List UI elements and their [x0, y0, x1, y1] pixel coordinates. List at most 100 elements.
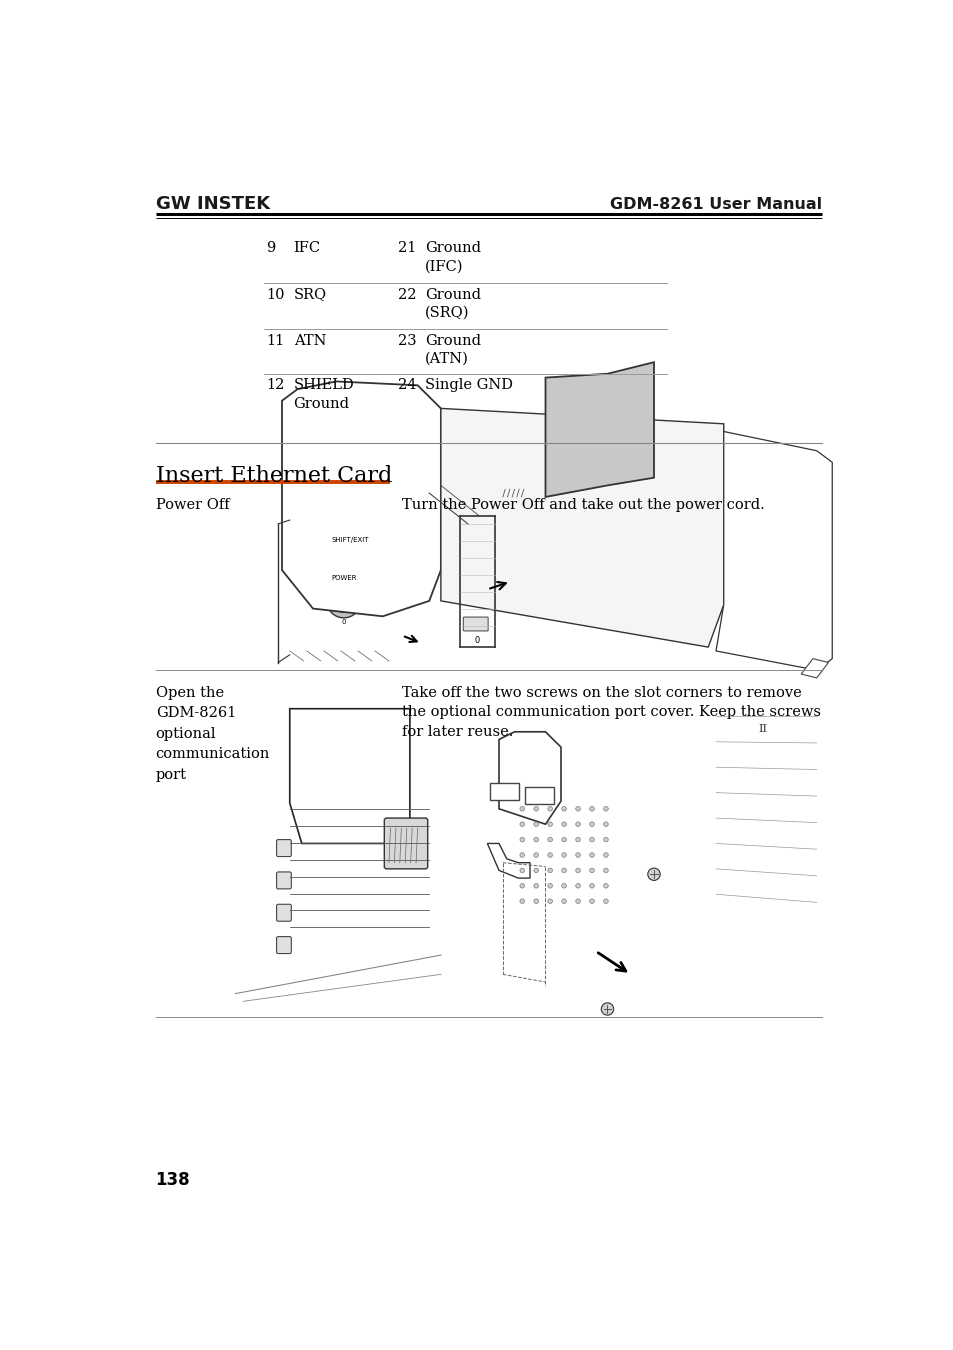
Circle shape	[547, 853, 552, 857]
Text: 9: 9	[266, 242, 275, 255]
Text: 22: 22	[397, 288, 416, 301]
Circle shape	[575, 883, 579, 888]
Circle shape	[603, 853, 608, 857]
Polygon shape	[716, 432, 831, 670]
Circle shape	[519, 806, 524, 811]
Text: Single GND: Single GND	[425, 378, 513, 393]
Text: IFC: IFC	[294, 242, 320, 255]
Polygon shape	[282, 382, 440, 617]
Text: 12: 12	[266, 378, 285, 393]
Polygon shape	[290, 709, 410, 844]
Text: Ground
(ATN): Ground (ATN)	[425, 333, 481, 366]
Circle shape	[561, 837, 566, 842]
Circle shape	[519, 868, 524, 872]
Circle shape	[561, 806, 566, 811]
Polygon shape	[801, 659, 827, 678]
Circle shape	[519, 837, 524, 842]
Circle shape	[547, 868, 552, 872]
Circle shape	[534, 868, 537, 872]
FancyBboxPatch shape	[384, 818, 427, 869]
Circle shape	[519, 883, 524, 888]
Text: 24: 24	[397, 378, 416, 393]
Text: POWER: POWER	[331, 575, 356, 582]
FancyBboxPatch shape	[276, 937, 291, 953]
Circle shape	[603, 837, 608, 842]
Circle shape	[561, 899, 566, 903]
Text: ATN: ATN	[294, 333, 326, 348]
Text: Ground
(IFC): Ground (IFC)	[425, 242, 481, 274]
Text: SHIFT/EXIT: SHIFT/EXIT	[331, 537, 368, 543]
Text: Open the
GDM-8261
optional
communication
port: Open the GDM-8261 optional communication…	[155, 686, 270, 782]
Circle shape	[575, 837, 579, 842]
Circle shape	[534, 837, 537, 842]
Circle shape	[603, 868, 608, 872]
Circle shape	[589, 822, 594, 826]
Text: 0: 0	[341, 618, 346, 625]
Circle shape	[534, 899, 537, 903]
Polygon shape	[440, 409, 723, 647]
Text: Ground
(SRQ): Ground (SRQ)	[425, 288, 481, 320]
Circle shape	[589, 853, 594, 857]
Circle shape	[534, 822, 537, 826]
Circle shape	[575, 822, 579, 826]
Circle shape	[561, 883, 566, 888]
FancyBboxPatch shape	[276, 872, 291, 888]
Text: SHIELD
Ground: SHIELD Ground	[294, 378, 354, 410]
FancyBboxPatch shape	[463, 617, 488, 630]
FancyBboxPatch shape	[463, 540, 488, 553]
Circle shape	[575, 806, 579, 811]
Circle shape	[534, 853, 537, 857]
Circle shape	[589, 899, 594, 903]
Circle shape	[647, 868, 659, 880]
Circle shape	[575, 853, 579, 857]
Circle shape	[575, 899, 579, 903]
Text: 11: 11	[266, 333, 284, 348]
Circle shape	[332, 590, 355, 613]
Text: 138: 138	[155, 1170, 190, 1189]
Text: 21: 21	[397, 242, 416, 255]
Circle shape	[519, 822, 524, 826]
Circle shape	[561, 853, 566, 857]
Circle shape	[547, 899, 552, 903]
Text: Turn the Power Off and take out the power cord.: Turn the Power Off and take out the powe…	[402, 498, 764, 513]
FancyBboxPatch shape	[276, 904, 291, 921]
Circle shape	[547, 822, 552, 826]
Circle shape	[547, 806, 552, 811]
Text: Power Off: Power Off	[155, 498, 229, 513]
Circle shape	[339, 597, 348, 606]
Circle shape	[327, 585, 360, 618]
FancyBboxPatch shape	[525, 787, 554, 805]
Circle shape	[589, 868, 594, 872]
Text: 23: 23	[397, 333, 416, 348]
Circle shape	[561, 868, 566, 872]
Text: 0: 0	[475, 636, 479, 644]
Circle shape	[547, 837, 552, 842]
Circle shape	[547, 883, 552, 888]
Circle shape	[519, 853, 524, 857]
Circle shape	[603, 806, 608, 811]
Circle shape	[589, 806, 594, 811]
Text: SRQ: SRQ	[294, 288, 327, 301]
Text: GW INSTEK: GW INSTEK	[155, 196, 270, 213]
FancyBboxPatch shape	[331, 548, 368, 560]
FancyBboxPatch shape	[276, 840, 291, 856]
Text: Insert Ethernet Card: Insert Ethernet Card	[155, 464, 392, 486]
FancyBboxPatch shape	[463, 579, 488, 593]
Circle shape	[589, 837, 594, 842]
Polygon shape	[487, 844, 530, 878]
Text: 10: 10	[266, 288, 285, 301]
Circle shape	[534, 883, 537, 888]
Circle shape	[603, 822, 608, 826]
Text: II: II	[758, 724, 766, 734]
Circle shape	[603, 883, 608, 888]
Circle shape	[534, 806, 537, 811]
FancyBboxPatch shape	[490, 783, 518, 801]
Circle shape	[603, 899, 608, 903]
Circle shape	[589, 883, 594, 888]
Polygon shape	[498, 732, 560, 825]
Circle shape	[561, 822, 566, 826]
Text: Take off the two screws on the slot corners to remove
the optional communication: Take off the two screws on the slot corn…	[402, 686, 821, 738]
Polygon shape	[545, 362, 654, 497]
Circle shape	[575, 868, 579, 872]
Circle shape	[519, 899, 524, 903]
